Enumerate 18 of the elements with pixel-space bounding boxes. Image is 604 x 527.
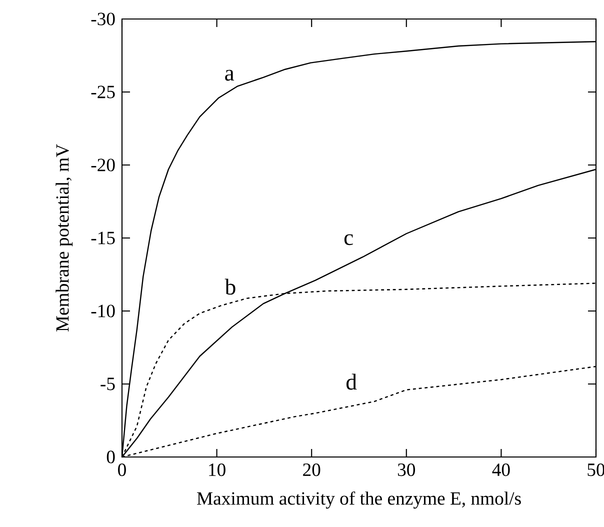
- series-label: a: [225, 70, 234, 81]
- x-tick-label: 20: [303, 463, 320, 476]
- x-tick-label: 30: [398, 463, 416, 476]
- y-tick-label: 0: [106, 450, 115, 464]
- y-tick-label: -30: [91, 12, 115, 26]
- series-label: c: [344, 234, 353, 246]
- y-tick-label: -20: [91, 158, 115, 172]
- x-tick-label: 0: [118, 463, 126, 476]
- series-label: b: [224, 278, 236, 295]
- x-tick-label: 40: [492, 463, 510, 476]
- x-axis-title: Maximum activity of the enzyme E, nmol/s: [197, 491, 521, 509]
- y-tick-label: -5: [100, 378, 115, 390]
- series-label: d: [346, 374, 357, 390]
- y-axis-title: Membrane potential, mV: [56, 144, 73, 332]
- y-tick-label: -15: [91, 232, 115, 244]
- y-tick-label: -25: [91, 86, 115, 98]
- x-tick-label: 10: [209, 463, 226, 476]
- y-tick-label: -10: [91, 304, 115, 318]
